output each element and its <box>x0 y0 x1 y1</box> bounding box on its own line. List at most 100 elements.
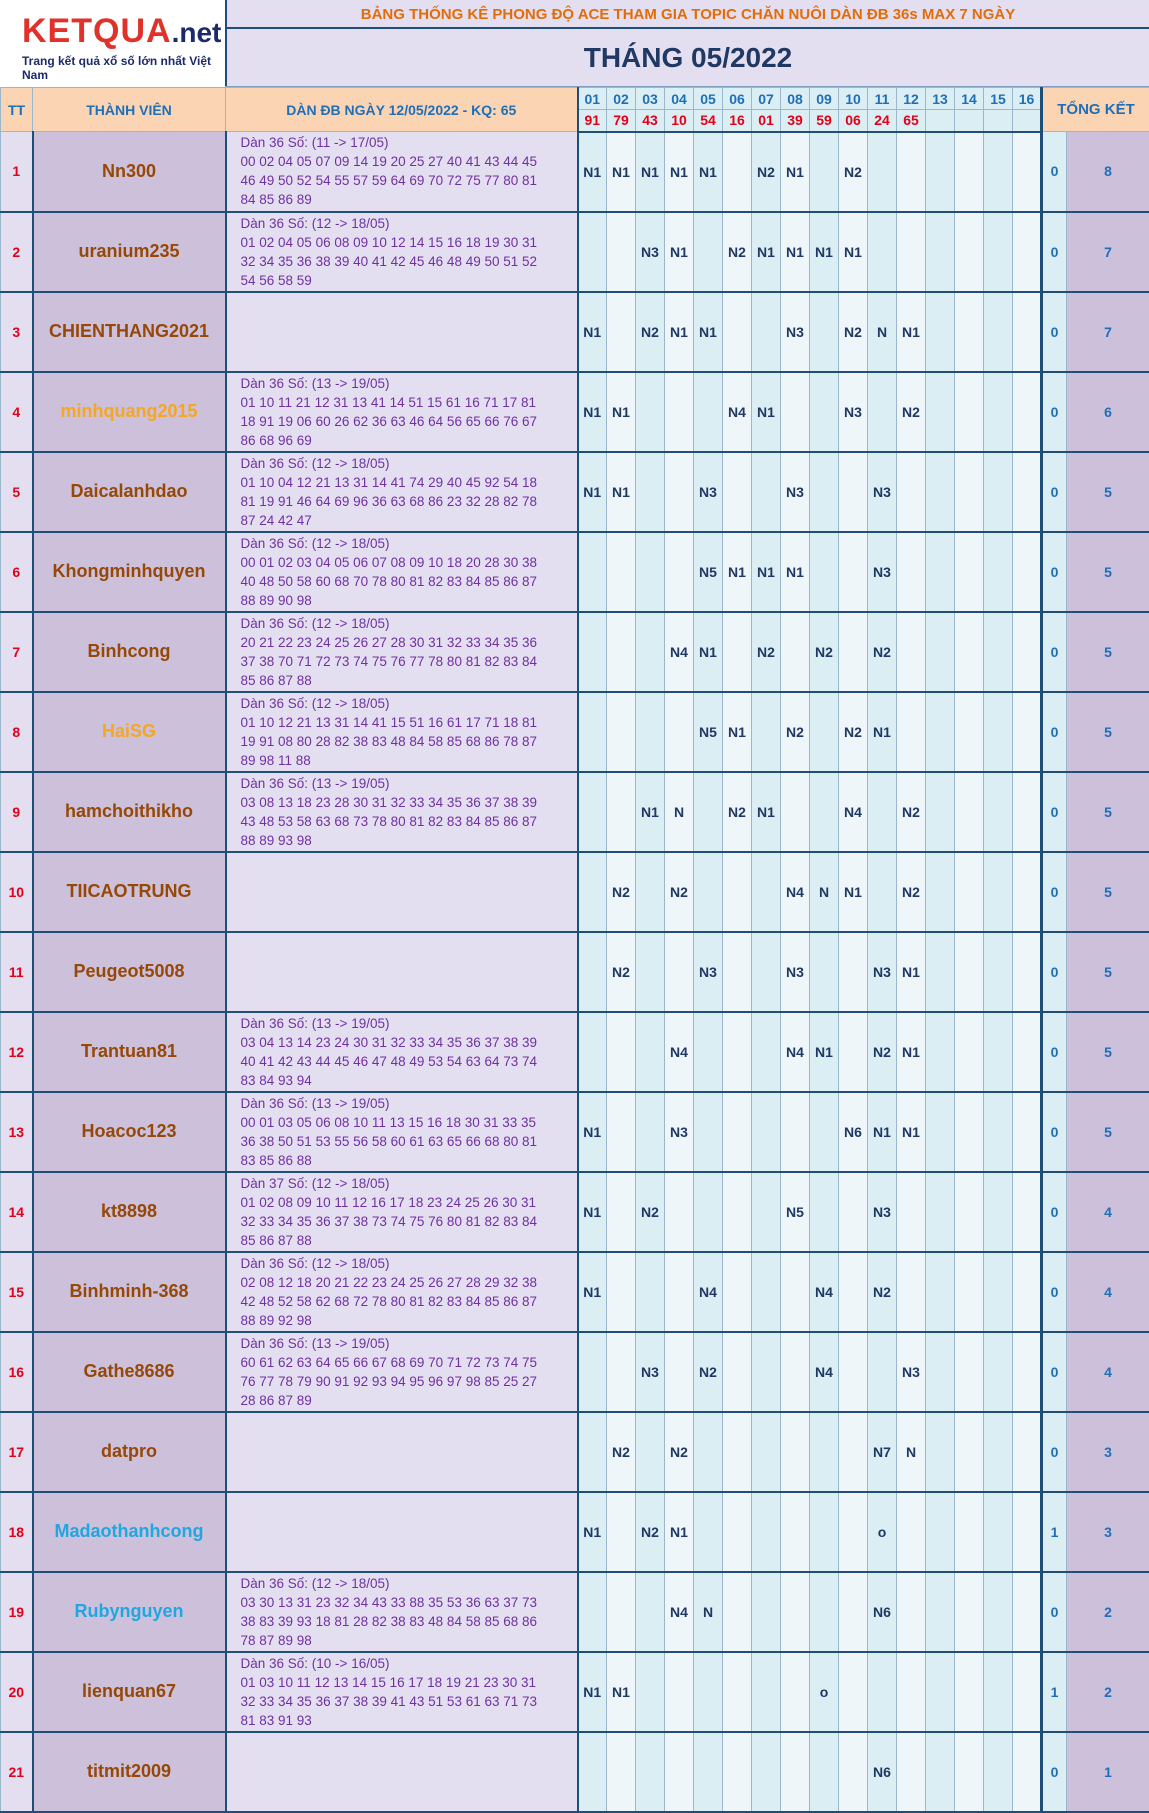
day-cell <box>1013 452 1042 532</box>
member-name: Khongminhquyen <box>33 532 226 612</box>
day-cell <box>955 692 984 772</box>
day-header: 04 <box>665 88 694 110</box>
day-cell <box>810 1732 839 1812</box>
day-cell <box>665 452 694 532</box>
dan-line: 83 84 93 94 <box>241 1071 577 1090</box>
day-cell: N2 <box>723 212 752 292</box>
day-cell: N1 <box>839 852 868 932</box>
total-hits: 0 <box>1042 1732 1067 1812</box>
day-cell <box>694 1172 723 1252</box>
day-cell <box>694 1412 723 1492</box>
dan-line: 02 08 12 18 20 21 22 23 24 25 26 27 28 2… <box>241 1273 577 1292</box>
day-cell <box>810 1492 839 1572</box>
dan-line: 01 10 12 21 13 31 14 41 15 51 16 61 17 7… <box>241 713 577 732</box>
day-cell <box>926 852 955 932</box>
day-cell: N1 <box>752 372 781 452</box>
day-cell <box>781 1652 810 1732</box>
member-name: Nn300 <box>33 132 226 212</box>
total-hits: 0 <box>1042 1172 1067 1252</box>
day-cell <box>694 212 723 292</box>
day-cell <box>868 212 897 292</box>
day-cell: N3 <box>897 1332 926 1412</box>
day-cell: N1 <box>694 612 723 692</box>
day-cell: N6 <box>868 1732 897 1812</box>
day-header: 15 <box>984 88 1013 110</box>
total-hits: 0 <box>1042 372 1067 452</box>
day-cell <box>926 772 955 852</box>
row-number: 3 <box>1 292 33 372</box>
day-cell <box>1013 1092 1042 1172</box>
dan-line: 00 01 03 05 06 08 10 11 13 15 16 18 30 3… <box>241 1113 577 1132</box>
day-cell <box>636 852 665 932</box>
day-cell: N3 <box>636 212 665 292</box>
day-cell <box>752 932 781 1012</box>
dan-cell: Dàn 36 Số: (10 -> 16/05)01 03 10 11 12 1… <box>226 1652 578 1732</box>
row-number: 19 <box>1 1572 33 1652</box>
member-name: Trantuan81 <box>33 1012 226 1092</box>
day-cell <box>607 612 636 692</box>
dan-cell: Dàn 36 Số: (13 -> 19/05)01 10 11 21 12 3… <box>226 372 578 452</box>
day-cell <box>578 932 607 1012</box>
day-header: 11 <box>868 88 897 110</box>
day-cell <box>607 692 636 772</box>
dan-line: 83 85 86 88 <box>241 1151 577 1170</box>
day-cell <box>839 1652 868 1732</box>
day-cell <box>839 932 868 1012</box>
day-cell <box>839 1572 868 1652</box>
row-number: 16 <box>1 1332 33 1412</box>
day-cell <box>868 132 897 212</box>
day-cell <box>636 1412 665 1492</box>
day-cell <box>839 1332 868 1412</box>
day-cell <box>984 1652 1013 1732</box>
day-cell: N2 <box>607 1412 636 1492</box>
day-cell: N3 <box>781 452 810 532</box>
row-number: 8 <box>1 692 33 772</box>
day-header: 03 <box>636 88 665 110</box>
day-cell <box>926 1172 955 1252</box>
day-header: 16 <box>1013 88 1042 110</box>
day-result: 79 <box>607 110 636 132</box>
day-cell <box>839 612 868 692</box>
page-header: KETQUA.net Trang kết quả xổ số lớn nhất … <box>0 0 1149 87</box>
day-cell <box>897 452 926 532</box>
day-cell <box>723 1012 752 1092</box>
day-cell <box>723 1732 752 1812</box>
title: BẢNG THỐNG KÊ PHONG ĐỘ ACE THAM GIA TOPI… <box>227 0 1149 29</box>
dan-cell <box>226 1732 578 1812</box>
day-cell <box>897 212 926 292</box>
day-cell: N1 <box>810 212 839 292</box>
day-cell: N <box>868 292 897 372</box>
dan-line: 46 49 50 52 54 55 57 59 64 69 70 72 75 7… <box>241 171 577 190</box>
day-cell: N5 <box>694 532 723 612</box>
day-cell <box>926 932 955 1012</box>
dan-cell <box>226 932 578 1012</box>
day-cell <box>984 612 1013 692</box>
day-cell <box>723 452 752 532</box>
day-cell <box>607 1732 636 1812</box>
dan-line: 19 91 08 80 28 82 38 83 48 84 58 85 68 8… <box>241 732 577 751</box>
total-score: 2 <box>1067 1572 1149 1652</box>
day-cell <box>636 1012 665 1092</box>
day-cell <box>1013 1492 1042 1572</box>
day-cell: N6 <box>868 1572 897 1652</box>
member-name: datpro <box>33 1412 226 1492</box>
day-cell: N2 <box>868 612 897 692</box>
dan-cell <box>226 1412 578 1492</box>
dan-line: 42 48 52 58 62 68 72 78 80 81 82 83 84 8… <box>241 1292 577 1311</box>
day-cell: N4 <box>810 1332 839 1412</box>
day-cell <box>752 1732 781 1812</box>
day-cell <box>839 1492 868 1572</box>
day-cell <box>926 612 955 692</box>
day-cell: N6 <box>839 1092 868 1172</box>
day-cell: N2 <box>636 1492 665 1572</box>
day-cell <box>578 532 607 612</box>
day-cell <box>1013 932 1042 1012</box>
total-hits: 0 <box>1042 1332 1067 1412</box>
day-cell <box>636 532 665 612</box>
day-cell <box>781 1412 810 1492</box>
total-hits: 0 <box>1042 452 1067 532</box>
dan-line: 81 19 91 46 64 69 96 36 63 68 86 23 32 2… <box>241 492 577 511</box>
dan-title: Dàn 36 Số: (11 -> 17/05) <box>241 133 577 152</box>
